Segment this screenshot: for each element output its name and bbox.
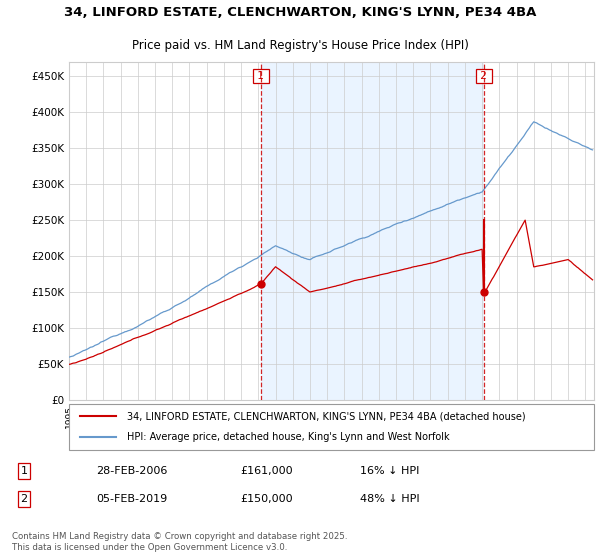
Text: 1: 1 [254, 71, 268, 81]
Text: £161,000: £161,000 [240, 466, 293, 476]
Text: 34, LINFORD ESTATE, CLENCHWARTON, KING'S LYNN, PE34 4BA (detached house): 34, LINFORD ESTATE, CLENCHWARTON, KING'S… [127, 411, 526, 421]
Text: 1: 1 [20, 466, 28, 476]
Text: Contains HM Land Registry data © Crown copyright and database right 2025.
This d: Contains HM Land Registry data © Crown c… [12, 533, 347, 552]
Text: 34, LINFORD ESTATE, CLENCHWARTON, KING'S LYNN, PE34 4BA: 34, LINFORD ESTATE, CLENCHWARTON, KING'S… [64, 6, 536, 20]
Text: 28-FEB-2006: 28-FEB-2006 [96, 466, 167, 476]
Text: £150,000: £150,000 [240, 494, 293, 504]
Text: 48% ↓ HPI: 48% ↓ HPI [360, 494, 419, 504]
Text: HPI: Average price, detached house, King's Lynn and West Norfolk: HPI: Average price, detached house, King… [127, 432, 449, 442]
Bar [261, 62, 484, 400]
Text: 05-FEB-2019: 05-FEB-2019 [96, 494, 167, 504]
Text: 16% ↓ HPI: 16% ↓ HPI [360, 466, 419, 476]
Text: Price paid vs. HM Land Registry's House Price Index (HPI): Price paid vs. HM Land Registry's House … [131, 39, 469, 53]
Text: 2: 2 [477, 71, 490, 81]
FancyBboxPatch shape [69, 404, 594, 450]
Text: 2: 2 [20, 494, 28, 504]
